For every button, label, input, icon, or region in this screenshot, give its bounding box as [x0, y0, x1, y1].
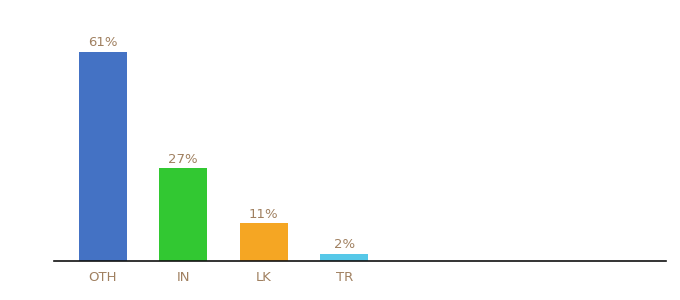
Text: 61%: 61% [88, 36, 118, 49]
Bar [159, 168, 207, 261]
Bar [79, 52, 127, 261]
Bar [320, 254, 369, 261]
Text: 2%: 2% [334, 238, 355, 251]
Text: 27%: 27% [169, 153, 198, 166]
Bar [239, 223, 288, 261]
Text: 11%: 11% [249, 208, 279, 220]
